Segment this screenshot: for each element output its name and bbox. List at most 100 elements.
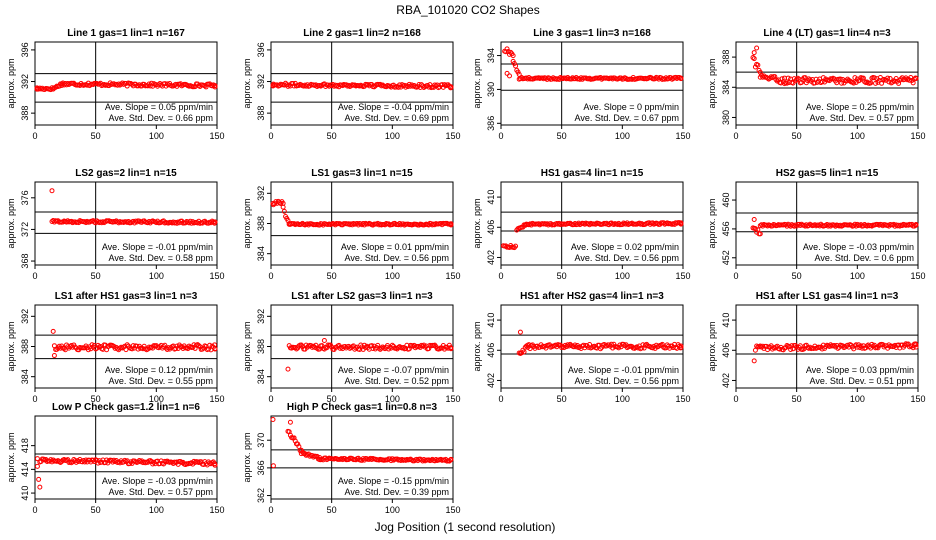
chart-panel: Line 2 gas=1 lin=2 n=168 0 50 100 150 388 392 3… (242, 28, 461, 141)
y-tick-label: 414 (20, 462, 30, 477)
x-tick-label: 150 (675, 131, 690, 141)
x-tick-label: 50 (91, 394, 101, 404)
stddev-annotation: Ave. Std. Dev. = 0.56 ppm (575, 376, 679, 386)
y-axis-label: approx. ppm (6, 198, 16, 248)
y-tick-label: 376 (20, 190, 30, 205)
data-point (51, 353, 57, 359)
data-point (852, 75, 858, 81)
slope-annotation: Ave. Slope = 0.25 ppm/min (806, 102, 914, 112)
data-point (309, 344, 315, 350)
stddev-annotation: Ave. Std. Dev. = 0.56 ppm (575, 253, 679, 263)
y-tick-label: 388 (256, 216, 266, 231)
data-point (887, 75, 893, 81)
chart-panel: LS1 after LS2 gas=3 lin=1 n=3 0 50 100 150 38… (242, 291, 461, 404)
data-point (50, 328, 56, 334)
data-point (784, 80, 790, 86)
panel-title: LS2 gas=2 lin=1 n=15 (75, 168, 177, 179)
data-point (751, 217, 757, 223)
data-point (292, 438, 298, 444)
data-point (757, 231, 763, 237)
y-tick-label: 452 (721, 250, 731, 265)
x-tick-label: 100 (615, 271, 630, 281)
y-tick-label: 380 (721, 110, 731, 125)
slope-annotation: Ave. Slope = -0.01 ppm/min (102, 242, 213, 252)
data-points (750, 45, 919, 87)
data-point (659, 341, 665, 347)
data-point (287, 419, 293, 425)
data-points (516, 329, 684, 356)
data-point (319, 343, 325, 349)
data-point (94, 457, 100, 463)
y-tick-label: 362 (256, 488, 266, 503)
x-tick-label: 0 (268, 271, 273, 281)
plot-frame (270, 41, 454, 126)
y-tick-label: 368 (20, 254, 30, 269)
panel-title: Line 2 gas=1 lin=2 n=168 (303, 28, 421, 39)
x-tick-label: 0 (498, 271, 503, 281)
data-point (369, 343, 375, 349)
x-tick-label: 0 (268, 505, 273, 515)
data-point (837, 76, 843, 82)
x-tick-label: 0 (32, 131, 37, 141)
x-tick-label: 50 (792, 131, 802, 141)
data-point (678, 220, 684, 226)
panel-title: Low P Check gas=1.2 lin=1 n=6 (52, 402, 200, 413)
panel-title: Line 1 gas=1 lin=1 n=167 (67, 28, 185, 39)
data-point (678, 343, 684, 349)
plot-frame (735, 41, 919, 126)
data-point (856, 342, 862, 348)
x-tick-label: 100 (850, 271, 865, 281)
y-tick-label: 406 (721, 343, 731, 358)
data-point (779, 76, 785, 82)
data-point (786, 344, 792, 350)
data-point (913, 344, 919, 350)
panel-grid: Line 1 gas=1 lin=1 n=167 0 50 100 150 388 392 3… (6, 28, 926, 515)
x-tick-label: 50 (327, 271, 337, 281)
chart-panel: Line 3 gas=1 lin=3 n=168 0 50 100 150 386 390 3… (472, 28, 691, 141)
panel-title: HS1 after HS2 gas=4 lin=1 n=3 (520, 291, 664, 302)
data-point (270, 416, 276, 422)
data-point (375, 342, 381, 348)
data-point (281, 208, 287, 214)
slope-annotation: Ave. Slope = -0.03 ppm/min (102, 476, 213, 486)
data-point (207, 342, 213, 348)
data-point (136, 458, 142, 464)
x-tick-label: 150 (209, 394, 224, 404)
data-point (212, 219, 218, 225)
data-point (85, 347, 91, 353)
chart-panel: LS2 gas=2 lin=1 n=15 0 50 100 150 368 372 376 ap… (6, 168, 225, 281)
data-points (34, 80, 218, 93)
x-tick-label: 100 (385, 394, 400, 404)
y-axis-label: approx. ppm (472, 321, 482, 371)
x-tick-label: 50 (792, 394, 802, 404)
y-tick-label: 456 (721, 221, 731, 236)
stddev-annotation: Ave. Std. Dev. = 0.69 ppm (345, 113, 449, 123)
x-tick-label: 100 (615, 131, 630, 141)
data-points (50, 328, 218, 359)
x-tick-label: 100 (850, 131, 865, 141)
slope-annotation: Ave. Slope = 0.03 ppm/min (806, 365, 914, 375)
y-tick-label: 392 (256, 74, 266, 89)
data-point (395, 84, 401, 90)
data-point (871, 75, 877, 81)
data-point (907, 77, 913, 83)
x-tick-label: 0 (32, 505, 37, 515)
x-tick-label: 150 (910, 394, 925, 404)
chart-panel: HS2 gas=5 lin=1 n=15 0 50 100 150 452 456 460 ap… (707, 168, 926, 281)
x-tick-label: 0 (733, 271, 738, 281)
data-point (597, 346, 603, 352)
data-point (162, 342, 168, 348)
data-point (621, 341, 627, 347)
y-tick-label: 396 (20, 42, 30, 57)
data-points (751, 341, 919, 364)
data-points (34, 456, 218, 490)
data-point (678, 76, 684, 82)
slope-annotation: Ave. Slope = -0.03 ppm/min (803, 242, 914, 252)
plot-frame (500, 41, 684, 126)
chart-panel: Low P Check gas=1.2 lin=1 n=6 0 50 100 150 41… (6, 402, 225, 515)
y-tick-label: 392 (20, 74, 30, 89)
panel-title: HS2 gas=5 lin=1 n=15 (776, 168, 879, 179)
x-tick-label: 100 (149, 394, 164, 404)
data-point (147, 83, 153, 89)
data-point (751, 56, 757, 62)
